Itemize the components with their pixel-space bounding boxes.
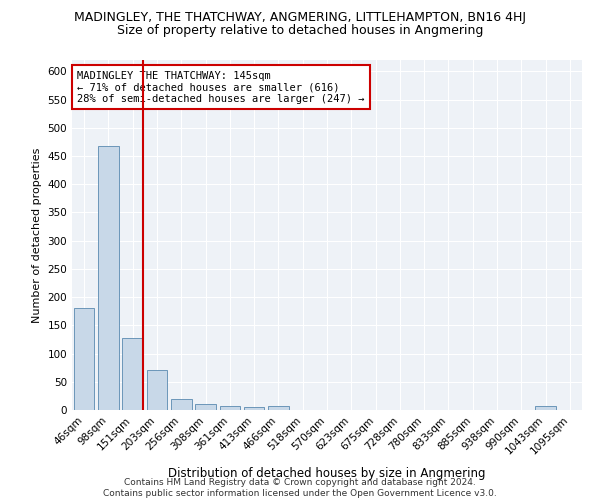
Bar — [195, 404, 216, 410]
Text: Size of property relative to detached houses in Angmering: Size of property relative to detached ho… — [117, 24, 483, 37]
X-axis label: Distribution of detached houses by size in Angmering: Distribution of detached houses by size … — [168, 468, 486, 480]
Text: Contains HM Land Registry data © Crown copyright and database right 2024.
Contai: Contains HM Land Registry data © Crown c… — [103, 478, 497, 498]
Text: MADINGLEY THE THATCHWAY: 145sqm
← 71% of detached houses are smaller (616)
28% o: MADINGLEY THE THATCHWAY: 145sqm ← 71% of… — [77, 70, 365, 104]
Text: MADINGLEY, THE THATCHWAY, ANGMERING, LITTLEHAMPTON, BN16 4HJ: MADINGLEY, THE THATCHWAY, ANGMERING, LIT… — [74, 11, 526, 24]
Bar — [171, 400, 191, 410]
Bar — [220, 406, 240, 410]
Bar — [74, 308, 94, 410]
Y-axis label: Number of detached properties: Number of detached properties — [32, 148, 42, 322]
Bar — [268, 406, 289, 410]
Bar — [98, 146, 119, 410]
Bar — [244, 407, 265, 410]
Bar — [122, 338, 143, 410]
Bar — [535, 406, 556, 410]
Bar — [146, 370, 167, 410]
